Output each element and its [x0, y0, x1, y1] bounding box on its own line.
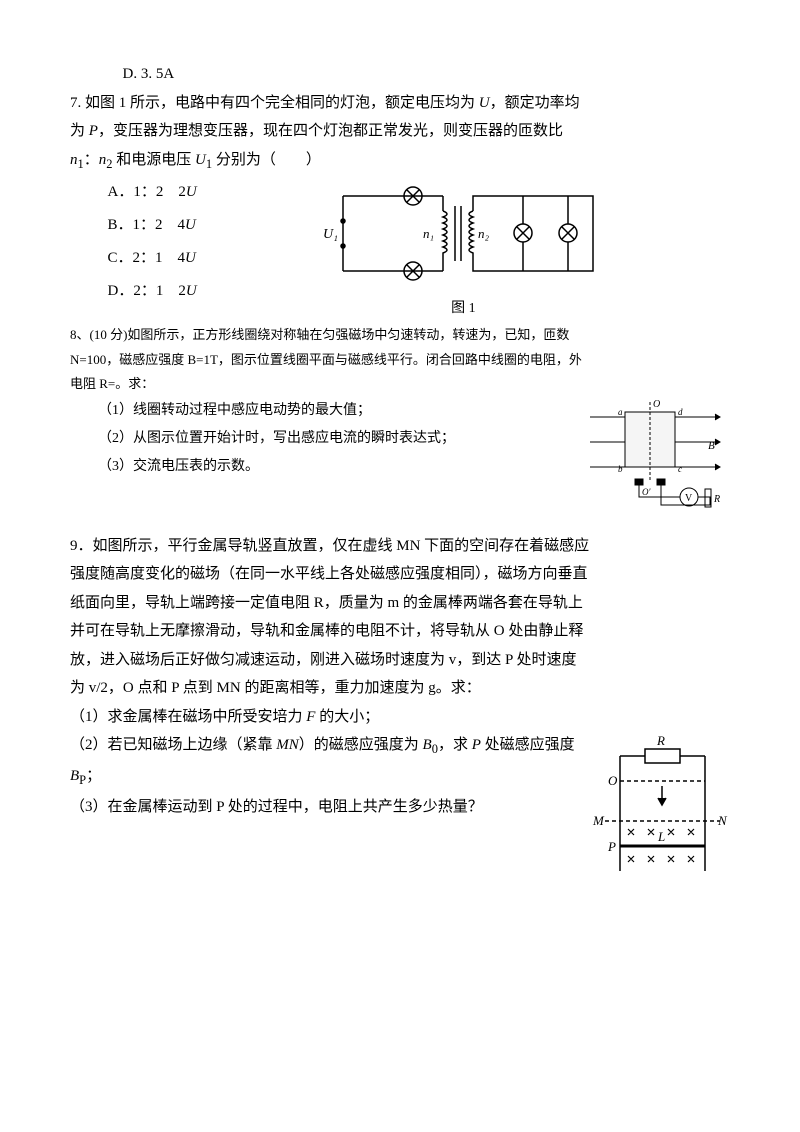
q7-circ-n2: n₂ — [478, 226, 490, 241]
q7-optC-text: C．2：1 4 — [108, 250, 186, 266]
q7-circ-n1: n₁ — [423, 226, 434, 241]
q7-options: A．1：2 2U B．1：2 4U C．2：1 4U D．2：1 2U — [70, 176, 197, 308]
q7-P: P — [89, 123, 98, 139]
q7-circuit-diagram: U₁ n₁ n₂ — [313, 176, 613, 296]
q9-fig-P: P — [607, 839, 616, 854]
q7-stem3c: 和电源电压 — [113, 152, 196, 168]
q9-sub3: （3）在金属棒运动到 P 处的过程中，电阻上共产生多少热量？ — [70, 793, 590, 822]
q7-optD: D．2：1 2U — [108, 275, 197, 308]
q9-sub2-line2: BP； — [70, 762, 590, 793]
q8-c: c — [678, 464, 682, 474]
q9-fig-L: L — [657, 829, 665, 844]
q9-sub2a: （2）若已知磁场上边缘（紧靠 — [70, 737, 276, 753]
q9-sub2e: ； — [86, 768, 101, 784]
q9-sub1b: 的大小； — [315, 709, 379, 725]
q9-sub1a: （1）求金属棒在磁场中所受安培力 — [70, 709, 306, 725]
q8-b: b — [618, 464, 623, 474]
q7-optB: B．1：2 4U — [108, 209, 197, 242]
q9-B0: B — [423, 737, 432, 753]
q7-optC: C．2：1 4U — [108, 242, 197, 275]
q7-stem-line3: n1：n2 和电源电压 U1 分别为（ ） — [70, 146, 730, 177]
q8-figure: O a d b c B V R O′ — [580, 397, 730, 517]
q6-option-d: D. 3. 5A — [70, 60, 730, 89]
q8-stem2: N=100，磁感应强度 B=1T，图示位置线圈平面与磁感线平行。闭合回路中线圈的… — [70, 348, 730, 373]
q7-optB-U: U — [185, 217, 196, 233]
q8-a: a — [618, 407, 623, 417]
q7-optA-U: U — [186, 184, 197, 200]
q9-sub2d: 处磁感应强度 — [481, 737, 575, 753]
q9-fig-N: N — [717, 813, 728, 828]
q9-MN: MN — [276, 737, 299, 753]
q9-l0: 9．如图所示，平行金属导轨竖直放置，仅在虚线 MN 下面的空间存在着磁感应 — [70, 532, 730, 561]
q9-fig-M: M — [592, 813, 605, 828]
q7-stem-line2: 为 P，变压器为理想变压器，现在四个灯泡都正常发光，则变压器的匝数比 — [70, 117, 730, 146]
q7-stem2b: ，变压器为理想变压器，现在四个灯泡都正常发光，则变压器的匝数比 — [98, 123, 563, 139]
q8-stem3: 电阻 R=。求： — [70, 372, 730, 397]
q9-sub1: （1）求金属棒在磁场中所受安培力 F 的大小； — [70, 703, 730, 732]
q7-U1: U — [195, 152, 206, 168]
q9-figure: R O M N L P — [590, 731, 730, 881]
q9-text: （2）若已知磁场上边缘（紧靠 MN）的磁感应强度为 B0，求 P 处磁感应强度 … — [70, 731, 590, 821]
q7-optD-U: U — [186, 283, 197, 299]
q7-colon: ： — [84, 152, 99, 168]
q9-row: （2）若已知磁场上边缘（紧靠 MN）的磁感应强度为 B0，求 P 处磁感应强度 … — [70, 731, 730, 881]
q7-stem2: 为 — [70, 123, 89, 139]
q7-caption: 图 1 — [451, 296, 476, 323]
q7-stem-line1: 7. 如图 1 所示，电路中有四个完全相同的灯泡，额定电压均为 U，额定功率均 — [70, 89, 730, 118]
q7-figure-col: U₁ n₁ n₂ 图 1 — [197, 176, 730, 323]
q8-V: V — [685, 493, 693, 504]
q7-circ-U1: U₁ — [323, 227, 338, 242]
q8-sub2: （2）从图示位置开始计时，写出感应电流的瞬时表达式； — [70, 425, 580, 453]
q7-stem3e: 分别为（ ） — [212, 152, 321, 168]
q7-optC-U: U — [185, 250, 196, 266]
q7-optA: A．1：2 2U — [108, 176, 197, 209]
q8-R: R — [713, 494, 720, 505]
q9-fig-R: R — [656, 733, 665, 748]
q7-stem1b: ，额定功率均 — [490, 95, 580, 111]
q9-l4: 放，进入磁场后正好做匀减速运动，刚进入磁场时速度为 v，到达 P 处时速度 — [70, 646, 730, 675]
q8-d: d — [678, 407, 683, 417]
q8-sub1: （1）线圈转动过程中感应电动势的最大值； — [70, 397, 580, 425]
q9-l2: 纸面向里，导轨上端跨接一定值电阻 R，质量为 m 的金属棒两端各套在导轨上 — [70, 589, 730, 618]
q8-stem1: 8、(10 分)如图所示，正方形线圈绕对称轴在匀强磁场中匀速转动，转速为，已知，… — [70, 323, 730, 348]
q7-optD-text: D．2：1 2 — [108, 283, 186, 299]
q8-Oprime: O′ — [642, 487, 651, 497]
q7-stem1: 7. 如图 1 所示，电路中有四个完全相同的灯泡，额定电压均为 — [70, 95, 479, 111]
q9-sub2: （2）若已知磁场上边缘（紧靠 MN）的磁感应强度为 B0，求 P 处磁感应强度 — [70, 731, 590, 762]
q7-optB-text: B．1：2 4 — [108, 217, 186, 233]
q9-sub2b: ）的磁感应强度为 — [299, 737, 423, 753]
q7-U: U — [479, 95, 490, 111]
q7-options-row: A．1：2 2U B．1：2 4U C．2：1 4U D．2：1 2U U₁ — [70, 176, 730, 323]
q9-sub2c: ，求 — [438, 737, 472, 753]
q8-B: B — [708, 440, 715, 452]
q9-l1: 强度随高度变化的磁场（在同一水平线上各处磁感应强度相同），磁场方向垂直 — [70, 560, 730, 589]
q9-stem: 9．如图所示，平行金属导轨竖直放置，仅在虚线 MN 下面的空间存在着磁感应 强度… — [70, 532, 730, 703]
q9-fig-O: O — [608, 773, 618, 788]
q8-sub3: （3）交流电压表的示数。 — [70, 453, 580, 481]
q8-O: O — [653, 399, 660, 410]
q9-l3: 并可在导轨上无摩擦滑动，导轨和金属棒的电阻不计，将导轨从 O 处由静止释 — [70, 617, 730, 646]
q8-subs: （1）线圈转动过程中感应电动势的最大值； （2）从图示位置开始计时，写出感应电流… — [70, 397, 580, 481]
q9-P: P — [472, 737, 481, 753]
q7-n1: n — [70, 152, 78, 168]
q7-optA-text: A．1：2 2 — [108, 184, 186, 200]
q9-Bp: B — [70, 768, 79, 784]
q9-l5: 为 v/2，O 点和 P 点到 MN 的距离相等，重力加速度为 g。求： — [70, 674, 730, 703]
q8-row: （1）线圈转动过程中感应电动势的最大值； （2）从图示位置开始计时，写出感应电流… — [70, 397, 730, 517]
